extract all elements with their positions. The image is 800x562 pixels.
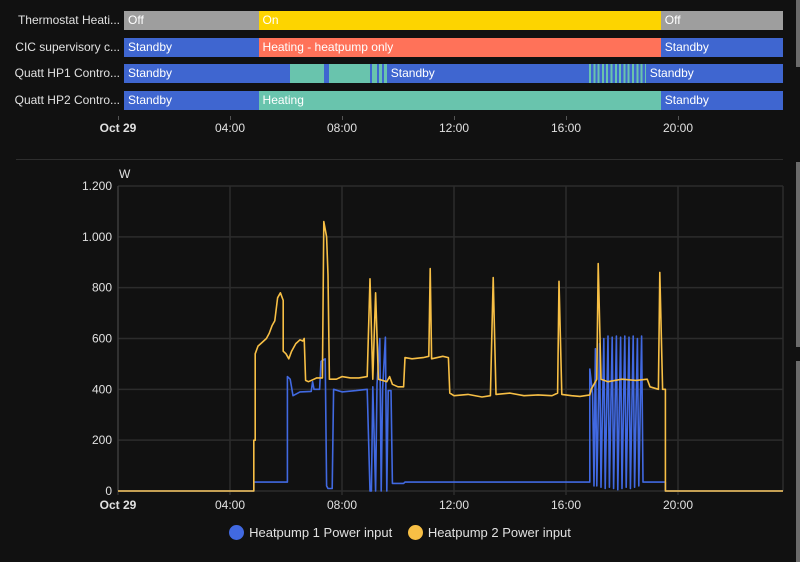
segment-label: Heating - heatpump only: [262, 40, 394, 54]
timeline-axis-tick: [678, 116, 679, 120]
timeline-segment-standby[interactable]: Standby: [660, 91, 783, 110]
legend-item-hp1[interactable]: Heatpump 1 Power input: [229, 525, 392, 540]
state-timeline: Thermostat Heati... Off On Off CIC superviso…: [0, 0, 790, 140]
timeline-axis-tick: [230, 116, 231, 120]
timeline-bar: Standby Heating Standby: [124, 91, 783, 110]
timeline-segment-heating[interactable]: [328, 64, 370, 83]
x-tick-label: 04:00: [215, 498, 245, 512]
segment-label: Standby: [390, 66, 435, 80]
timeline-segment-standby[interactable]: Standby: [645, 64, 783, 83]
timeline-segment-standby[interactable]: Standby: [124, 38, 259, 57]
segment-label: Standby: [128, 93, 173, 107]
timeline-segment-off[interactable]: Off: [124, 11, 259, 30]
power-line-chart[interactable]: 0 200 400 600 800 1.000 1.200 Oct 29 04:00 08:00 1…: [0, 160, 800, 520]
timeline-segment-standby[interactable]: [324, 64, 329, 83]
timeline-segment-off[interactable]: Off: [660, 11, 783, 30]
scrollbar-top[interactable]: [796, 0, 800, 67]
y-axis-unit-label: W: [119, 167, 131, 181]
scrollbar-bottom[interactable]: [796, 361, 800, 562]
y-tick-label: 0: [105, 484, 112, 498]
legend-item-hp2[interactable]: Heatpump 2 Power input: [407, 525, 571, 540]
segment-label: Heating: [262, 93, 304, 107]
x-tick-label: Oct 29: [100, 498, 137, 512]
timeline-bar: Off On Off: [124, 11, 783, 30]
timeline-row-label: Quatt HP1 Contro...: [14, 66, 120, 80]
y-tick-label: 1.000: [82, 230, 112, 244]
timeline-segment-standby[interactable]: [369, 64, 373, 83]
timeline-segment-heating[interactable]: [372, 64, 377, 83]
timeline-row-label: Thermostat Heati...: [17, 13, 120, 27]
segment-label: Standby: [649, 66, 694, 80]
timeline-axis-label: 04:00: [214, 121, 246, 135]
segment-label: Standby: [664, 93, 709, 107]
timeline-segment-standby[interactable]: [382, 64, 384, 83]
timeline-axis-tick: [118, 116, 119, 120]
segment-label: Off: [128, 13, 144, 27]
x-tick-label: 20:00: [663, 498, 693, 512]
timeline-axis-tick: [454, 116, 455, 120]
timeline-axis-tick: [342, 116, 343, 120]
y-tick-label: 600: [92, 332, 112, 346]
timeline-row-label: CIC supervisory c...: [15, 40, 120, 54]
segment-label: Off: [664, 13, 681, 27]
timeline-row-label: Quatt HP2 Contro...: [14, 93, 120, 107]
legend-label-hp2: Heatpump 2 Power input: [427, 525, 571, 540]
segment-label: On: [262, 13, 279, 27]
chart-legend: Heatpump 1 Power input Heatpump 2 Power …: [0, 525, 800, 543]
y-tick-label: 1.200: [82, 179, 112, 193]
timeline-segment-heating-stripes[interactable]: [589, 64, 646, 83]
timeline-segment-heating[interactable]: Heating: [258, 91, 661, 110]
timeline-axis-label: Oct 29: [99, 121, 137, 135]
timeline-axis-label: 16:00: [550, 121, 582, 135]
y-tick-label: 400: [92, 382, 112, 396]
timeline-segment-on[interactable]: On: [258, 11, 661, 30]
section-divider: [16, 159, 783, 160]
timeline-segment-heating[interactable]: [383, 64, 387, 83]
timeline-axis-label: 08:00: [326, 121, 358, 135]
timeline-axis-tick: [566, 116, 567, 120]
timeline-axis-label: 20:00: [662, 121, 694, 135]
x-tick-label: 16:00: [551, 498, 581, 512]
hp1-color-dot-icon: [229, 525, 245, 540]
timeline-segment-standby[interactable]: Standby: [386, 64, 590, 83]
timeline-row: Thermostat Heati... Off On Off: [0, 11, 790, 30]
scrollbar-middle[interactable]: [796, 162, 800, 347]
timeline-segment-heating[interactable]: [290, 64, 325, 83]
timeline-segment-standby[interactable]: Standby: [124, 64, 291, 83]
timeline-segment-standby[interactable]: [376, 64, 379, 83]
series-line-hp1[interactable]: [118, 335, 783, 492]
segment-label: Standby: [128, 40, 173, 54]
x-tick-label: 12:00: [439, 498, 469, 512]
timeline-segment-heating[interactable]: [378, 64, 383, 83]
timeline-segment-heating-hp-only[interactable]: Heating - heatpump only: [258, 38, 661, 57]
timeline-row: CIC supervisory c... Standby Heating - hea…: [0, 38, 790, 57]
y-tick-label: 800: [92, 281, 112, 295]
timeline-row: Quatt HP1 Contro... Standby Standby Standby: [0, 64, 790, 83]
timeline-segment-standby[interactable]: Standby: [124, 91, 259, 110]
timeline-bar: Standby Heating - heatpump only Standby: [124, 38, 783, 57]
segment-label: Standby: [664, 40, 709, 54]
series-line-hp2[interactable]: [118, 220, 783, 492]
hp2-color-dot-icon: [407, 525, 423, 540]
timeline-row: Quatt HP2 Contro... Standby Heating Standby: [0, 91, 790, 110]
legend-label-hp1: Heatpump 1 Power input: [249, 525, 393, 540]
timeline-segment-standby[interactable]: Standby: [660, 38, 783, 57]
timeline-axis-label: 12:00: [438, 121, 470, 135]
segment-label: Standby: [128, 66, 173, 80]
timeline-bar: Standby Standby Standby: [124, 64, 783, 83]
x-tick-label: 08:00: [327, 498, 357, 512]
y-tick-label: 200: [92, 433, 112, 447]
